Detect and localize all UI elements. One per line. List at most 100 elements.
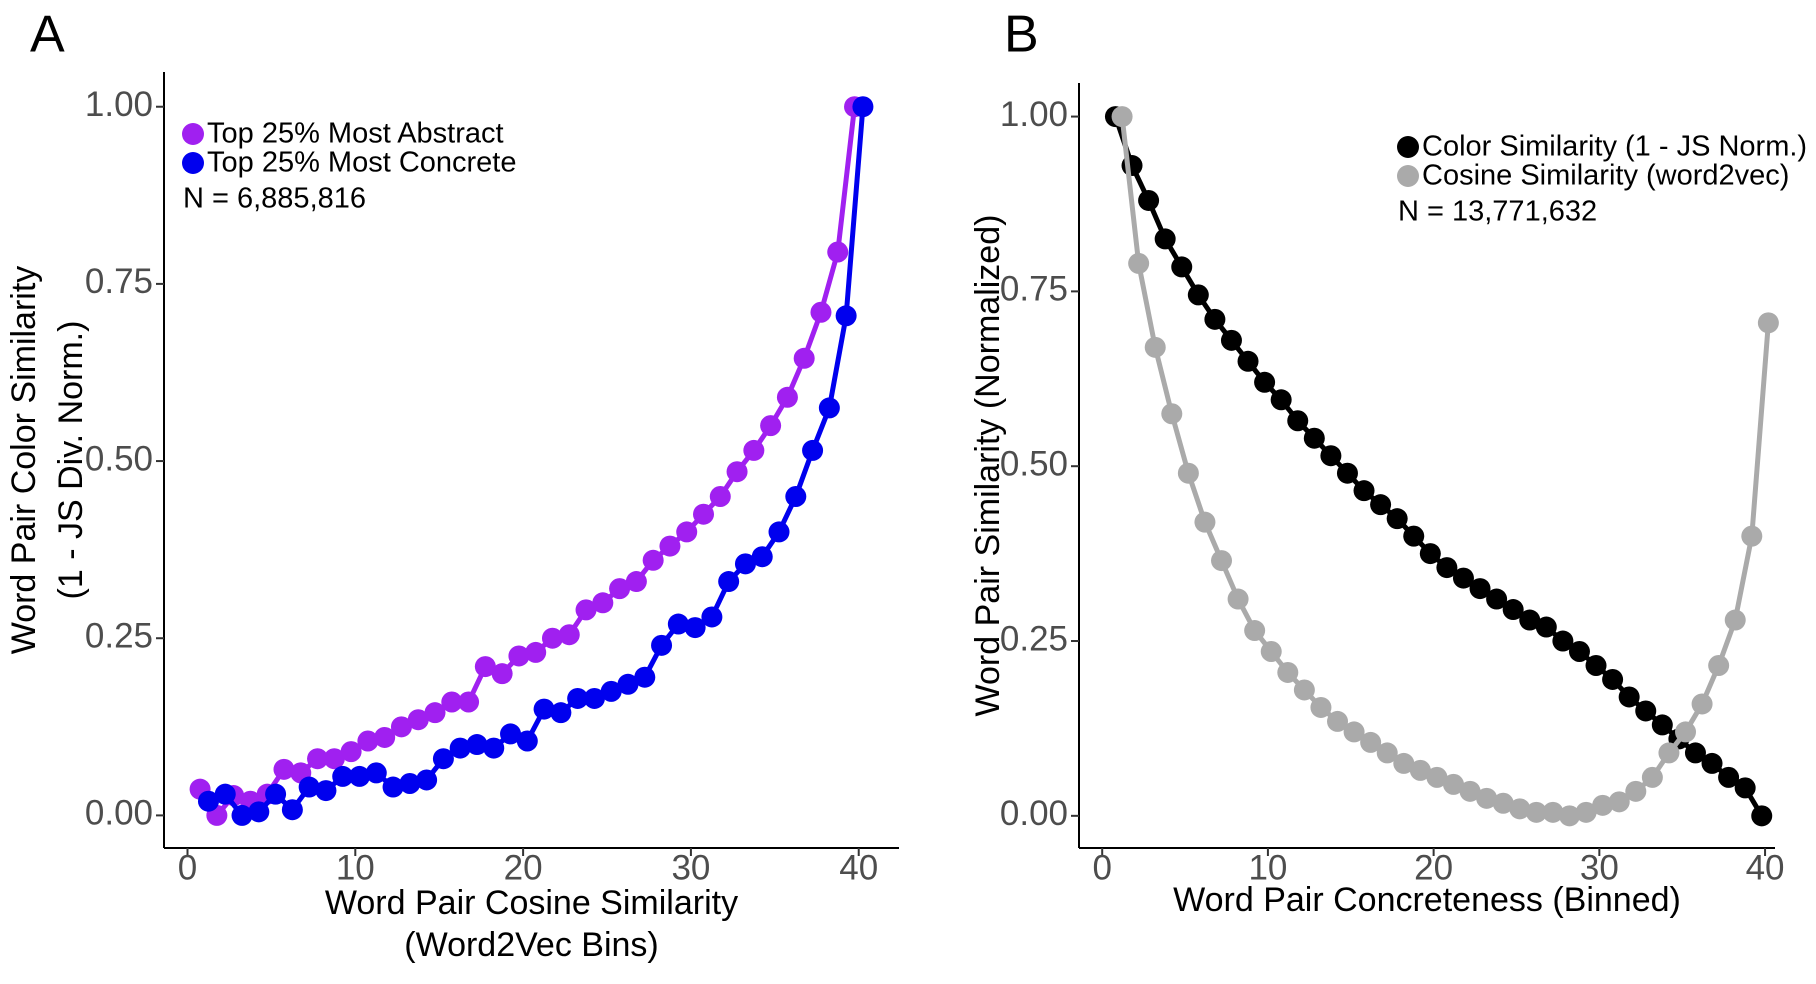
data-point xyxy=(1144,336,1166,358)
data-point xyxy=(1741,525,1763,547)
data-point xyxy=(348,765,370,787)
data-point xyxy=(1320,445,1342,467)
data-point xyxy=(416,769,438,791)
data-point xyxy=(558,624,580,646)
data-point xyxy=(340,741,362,763)
data-point xyxy=(399,773,421,795)
data-point xyxy=(1618,686,1640,708)
data-point xyxy=(1684,742,1706,764)
data-point xyxy=(709,485,731,507)
panel-label: A xyxy=(30,6,65,64)
legend-label: Top 25% Most Concrete xyxy=(207,147,516,179)
data-point xyxy=(424,702,446,724)
data-point xyxy=(1585,654,1607,676)
data-point xyxy=(1204,308,1226,330)
data-point xyxy=(1542,801,1564,823)
data-point xyxy=(1187,284,1209,306)
data-point xyxy=(1293,679,1315,701)
data-point xyxy=(827,241,849,263)
data-point xyxy=(667,613,689,635)
y-tick-label: 0.75 xyxy=(1000,270,1068,309)
panel-0: A 0.00 0.25 0.50 0.75 1.00 0 10 20 30 40 Word Pair … xyxy=(5,6,899,964)
data-point xyxy=(1310,696,1332,718)
data-point xyxy=(617,673,639,695)
x-tick-label: 40 xyxy=(1746,848,1785,887)
data-point xyxy=(1177,462,1199,484)
data-point xyxy=(642,549,664,571)
data-point xyxy=(1608,791,1630,813)
data-point xyxy=(835,305,857,327)
data-point xyxy=(1509,798,1531,820)
data-point xyxy=(365,762,387,784)
y-axis-title: (1 - JS Div. Norm.) xyxy=(52,321,90,600)
data-point xyxy=(1502,599,1524,621)
data-point xyxy=(1718,766,1740,788)
data-point xyxy=(1492,792,1514,814)
data-point xyxy=(466,734,488,756)
data-point xyxy=(298,776,320,798)
x-axis-title: (Word2Vec Bins) xyxy=(404,926,658,964)
data-point xyxy=(609,578,631,600)
y-tick-label: 0.50 xyxy=(85,439,153,478)
data-point xyxy=(818,397,840,419)
legend-label: Cosine Similarity (word2vec) xyxy=(1422,160,1789,192)
data-point xyxy=(634,666,656,688)
data-point xyxy=(541,627,563,649)
data-point xyxy=(1552,630,1574,652)
data-point xyxy=(1138,189,1160,211)
data-point xyxy=(1751,805,1773,827)
data-point xyxy=(1211,550,1233,572)
panel-label: B xyxy=(1004,6,1039,64)
data-point xyxy=(1336,462,1358,484)
x-tick-label: 30 xyxy=(671,848,710,887)
data-point xyxy=(307,748,329,770)
x-tick-label: 10 xyxy=(1248,848,1287,887)
data-point xyxy=(1327,710,1349,732)
legend-marker xyxy=(182,152,204,174)
data-point xyxy=(441,691,463,713)
legend-marker xyxy=(1397,136,1419,158)
data-point xyxy=(390,716,412,738)
data-point xyxy=(458,691,480,713)
data-point xyxy=(1353,480,1375,502)
data-point xyxy=(525,641,547,663)
data-point xyxy=(768,521,790,543)
data-point xyxy=(810,301,832,323)
data-point xyxy=(500,723,522,745)
data-point xyxy=(1343,721,1365,743)
data-point xyxy=(491,663,513,685)
x-axis-title: Word Pair Concreteness (Binned) xyxy=(1173,881,1681,919)
data-point xyxy=(1376,742,1398,764)
data-point xyxy=(1691,693,1713,715)
data-point xyxy=(265,783,287,805)
data-point xyxy=(1701,752,1723,774)
data-point xyxy=(701,606,723,628)
data-point xyxy=(1194,511,1216,533)
data-point xyxy=(1360,731,1382,753)
data-point xyxy=(567,687,589,709)
data-point xyxy=(1270,389,1292,411)
data-point xyxy=(575,599,597,621)
data-point xyxy=(1486,588,1508,610)
x-tick-label: 0 xyxy=(178,848,197,887)
data-point xyxy=(1227,588,1249,610)
data-point xyxy=(676,521,698,543)
x-tick-label: 20 xyxy=(1414,848,1453,887)
data-point xyxy=(760,415,782,437)
data-point xyxy=(1409,759,1431,781)
data-point xyxy=(776,386,798,408)
legend-marker xyxy=(182,123,204,145)
y-axis-title: Word Pair Color Similarity xyxy=(5,266,43,655)
data-point xyxy=(1592,794,1614,816)
legend-label: Top 25% Most Abstract xyxy=(207,118,504,150)
data-point xyxy=(1635,700,1657,722)
data-point xyxy=(852,96,874,118)
x-axis-title: Word Pair Cosine Similarity xyxy=(325,884,738,922)
data-point xyxy=(592,592,614,614)
data-point xyxy=(1708,654,1730,676)
data-point xyxy=(483,737,505,759)
data-point xyxy=(449,737,471,759)
data-point xyxy=(785,485,807,507)
data-point xyxy=(1370,494,1392,516)
